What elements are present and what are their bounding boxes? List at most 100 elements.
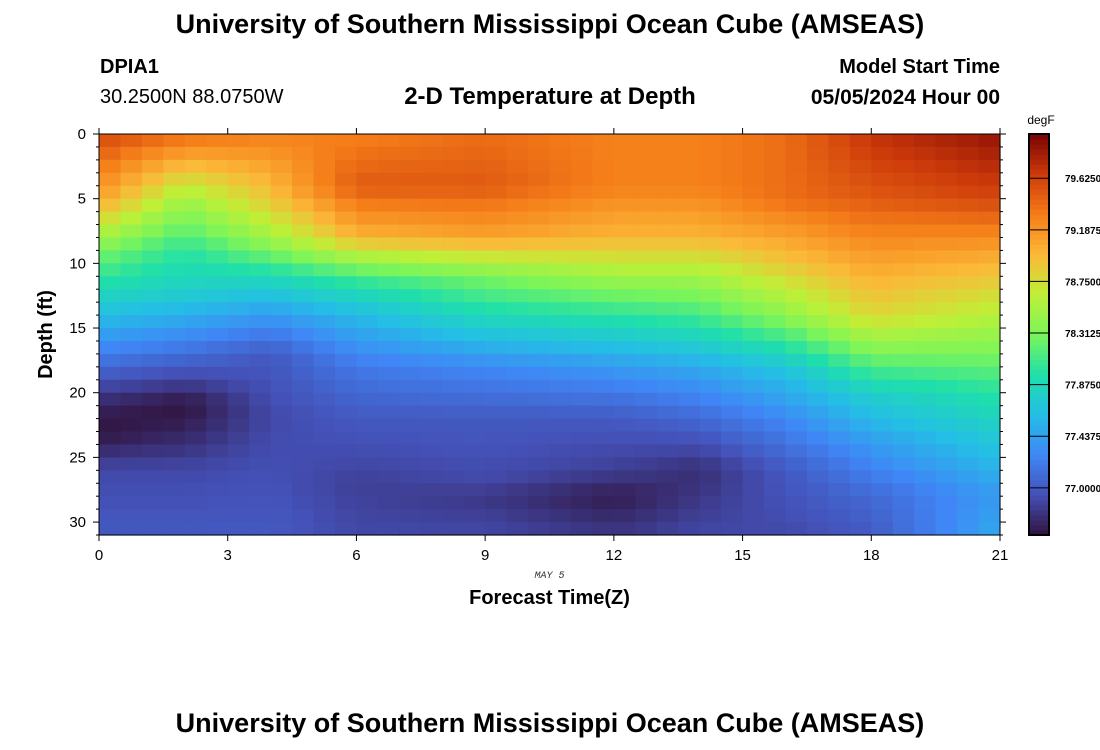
heatmap-cell [592, 224, 615, 239]
heatmap-cell [313, 392, 336, 407]
heatmap-cell [914, 224, 937, 239]
heatmap-cell [270, 250, 293, 264]
heatmap-cell [356, 470, 379, 484]
heatmap-cell [313, 276, 336, 290]
heatmap-cell [957, 431, 980, 446]
heatmap-cell [828, 328, 851, 342]
heatmap-cell [399, 289, 422, 303]
heatmap-cell [592, 340, 615, 355]
heatmap-cell [420, 366, 443, 381]
colorbar-segment [1029, 449, 1049, 456]
heatmap-cell [935, 134, 958, 148]
heatmap-cell [742, 457, 765, 471]
heatmap-cell [141, 211, 164, 226]
heatmap-cell [828, 185, 851, 200]
heatmap-cell [463, 418, 486, 433]
heatmap-cell [935, 379, 958, 394]
heatmap-cell [656, 224, 679, 239]
colorbar-segment [1029, 469, 1049, 476]
heatmap-cell [249, 315, 272, 329]
heatmap-cell [184, 250, 207, 264]
heatmap-cell [892, 211, 915, 226]
heatmap-cell [141, 159, 164, 174]
heatmap-cell [914, 483, 937, 497]
heatmap-cell [270, 276, 293, 290]
plot-subtitle: 2-D Temperature at Depth [404, 83, 696, 110]
heatmap-cell [742, 198, 765, 213]
heatmap-cell [849, 496, 872, 510]
heatmap-cell [742, 418, 765, 433]
heatmap-cell [914, 470, 937, 484]
heatmap-cell [506, 392, 529, 407]
heatmap-cell [978, 250, 1001, 264]
heatmap-cell [120, 315, 143, 329]
heatmap-cell [935, 211, 958, 226]
colorbar-segment [1029, 299, 1049, 306]
heatmap-cell [141, 405, 164, 420]
colorbar-segment [1029, 174, 1049, 180]
heatmap-cell [377, 172, 400, 187]
heatmap-cell [442, 172, 465, 187]
heatmap-cell [184, 457, 207, 471]
heatmap-cell [313, 250, 336, 264]
heatmap-cell [334, 185, 358, 200]
heatmap-cell [978, 211, 1001, 226]
heatmap-cell [313, 418, 336, 433]
heatmap-cell [570, 211, 593, 226]
heatmap-cell [592, 379, 615, 394]
model-start-time-label: Model Start Time [839, 56, 1000, 78]
heatmap-cell [120, 198, 143, 213]
heatmap-cell [334, 457, 358, 471]
heatmap-cell [764, 483, 787, 497]
heatmap-cell [141, 276, 164, 290]
heatmap-cell [570, 496, 593, 510]
heatmap-cell [721, 483, 744, 497]
heatmap-cell [957, 366, 980, 381]
heatmap-cell [528, 522, 551, 536]
heatmap-cell [141, 302, 164, 316]
heatmap-cell [163, 185, 186, 200]
heatmap-cell [721, 353, 744, 368]
heatmap-cell [828, 470, 851, 484]
heatmap-cell [957, 172, 980, 187]
heatmap-cell [485, 509, 508, 523]
heatmap-cell [828, 172, 851, 187]
heatmap-cell [957, 379, 980, 394]
heatmap-cell [292, 366, 315, 381]
heatmap-cell [871, 340, 894, 355]
heatmap-cell [463, 353, 486, 368]
heatmap-cell [141, 340, 164, 355]
heatmap-cell [828, 496, 851, 510]
heatmap-cell [592, 146, 615, 161]
heatmap-cell [828, 289, 851, 303]
heatmap-cell [356, 198, 379, 213]
heatmap-cell [635, 211, 658, 226]
heatmap-cell [892, 185, 915, 200]
heatmap-cell [914, 457, 937, 471]
heatmap-cell [227, 159, 250, 174]
heatmap-cell [206, 340, 229, 355]
heatmap-cell [141, 263, 164, 277]
heatmap-cell [463, 263, 486, 277]
heatmap-cell [485, 328, 508, 342]
heatmap-cell [957, 353, 980, 368]
heatmap-cell [871, 496, 894, 510]
heatmap-cell [592, 392, 615, 407]
heatmap-cell [399, 457, 422, 471]
heatmap-cell [485, 302, 508, 316]
heatmap-cell [163, 509, 186, 523]
heatmap-cell [528, 224, 551, 239]
heatmap-cell [163, 263, 186, 277]
heatmap-cell [485, 418, 508, 433]
heatmap-cell [485, 185, 508, 200]
heatmap-cell [764, 289, 787, 303]
heatmap-cell [613, 470, 636, 484]
heatmap-cell [549, 146, 572, 161]
heatmap-cell [699, 470, 722, 484]
heatmap-cell [227, 522, 250, 536]
heatmap-cell [849, 470, 872, 484]
heatmap-cell [249, 276, 272, 290]
heatmap-cell [227, 431, 250, 446]
heatmap-cell [785, 237, 808, 252]
heatmap-cell [892, 302, 915, 316]
